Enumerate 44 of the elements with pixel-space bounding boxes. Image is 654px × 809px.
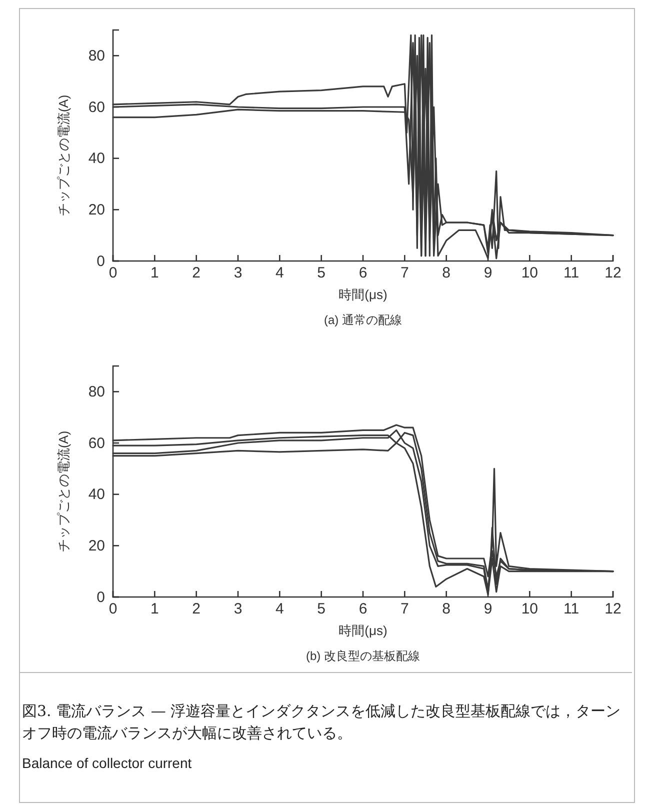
y-tick-label: 0 [96, 252, 105, 270]
x-tick-label: 6 [358, 600, 368, 618]
x-tick-label: 6 [358, 264, 368, 282]
x-tick-label: 1 [150, 600, 159, 618]
x-tick-label: 9 [484, 600, 492, 618]
y-tick-label: 20 [88, 201, 105, 218]
x-tick-label: 4 [275, 264, 284, 282]
x-tick-label: 8 [442, 264, 451, 282]
y-tick-label: 60 [88, 434, 105, 452]
x-tick-label: 9 [484, 264, 492, 282]
x-tick-label: 2 [192, 600, 201, 618]
x-tick-label: 2 [192, 264, 201, 282]
x-axis-title: 時間(μs) [338, 623, 388, 638]
x-tick-label: 10 [521, 264, 538, 282]
y-tick-label: 20 [88, 537, 105, 554]
y-tick-label: 0 [96, 588, 105, 606]
x-tick-label: 4 [275, 600, 284, 618]
x-tick-label: 3 [234, 264, 242, 282]
x-tick-label: 11 [564, 264, 580, 282]
y-axis-title: チップごとの電流(A) [56, 94, 71, 216]
text: (a) 通常の配線 [324, 313, 402, 327]
x-axis-title: 時間(μs) [338, 287, 388, 302]
x-tick-label: 11 [564, 600, 580, 618]
x-tick-label: 1 [150, 264, 159, 282]
y-tick-label: 40 [88, 486, 105, 504]
text: Balance of collector current [22, 754, 193, 773]
x-tick-label: 12 [604, 264, 622, 282]
text: (b) 改良型の基板配線 [306, 649, 420, 663]
y-tick-label: 40 [88, 150, 105, 168]
x-tick-label: 7 [400, 600, 409, 618]
y-axis-title: チップごとの電流(A) [56, 430, 71, 552]
x-tick-label: 5 [317, 600, 326, 618]
y-tick-label: 80 [88, 383, 105, 400]
x-tick-label: 5 [317, 264, 326, 282]
x-tick-label: 0 [108, 264, 118, 282]
caption: 図3. 電流バランス — 浮遊容量とインダクタンスを低減した改良型基板配線では，ターンオフ時の電流バランスが大幅に改善されている。 [22, 701, 622, 744]
x-tick-label: 8 [442, 600, 451, 618]
x-tick-label: 10 [521, 600, 538, 618]
x-tick-label: 12 [604, 600, 622, 618]
x-tick-label: 7 [400, 264, 409, 282]
x-tick-label: 3 [234, 600, 242, 618]
y-tick-label: 60 [88, 98, 105, 116]
x-tick-label: 0 [108, 600, 118, 618]
y-tick-label: 80 [88, 47, 105, 64]
